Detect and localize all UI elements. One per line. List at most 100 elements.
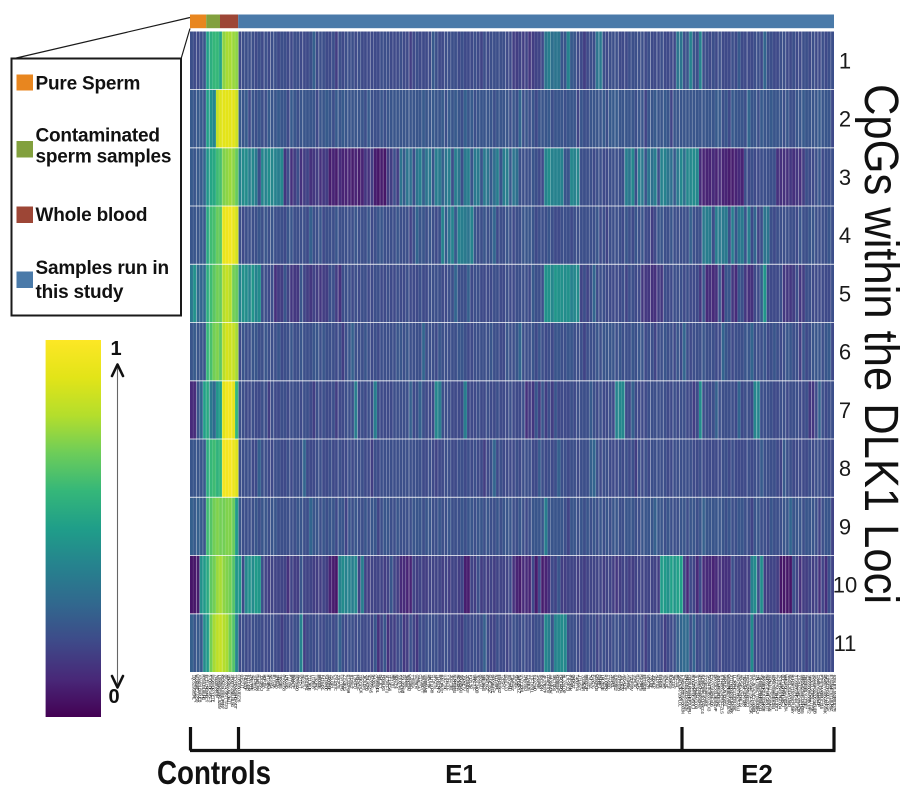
svg-text:3MS556Q8V88BC1HY2: 3MS556Q8V88BC1HY2 — [805, 675, 811, 714]
svg-text:10: 10 — [833, 573, 857, 598]
svg-text:2DIB4DGY: 2DIB4DGY — [464, 675, 470, 694]
svg-text:JSPKETV: JSPKETV — [461, 675, 467, 692]
svg-text:KSWI6GZ: KSWI6GZ — [483, 675, 489, 692]
svg-text:Whole blood: Whole blood — [36, 205, 148, 226]
svg-text:IF1HEB41CMGC6D4: IF1HEB41CMGC6D4 — [776, 675, 782, 710]
svg-text:V44CI4J: V44CI4J — [416, 675, 422, 692]
svg-text:MTYGW5F: MTYGW5F — [635, 675, 641, 692]
svg-text:QX22ZACSB7ITATO: QX22ZACSB7ITATO — [223, 675, 229, 710]
svg-text:2E5MZL: 2E5MZL — [609, 675, 615, 689]
svg-text:B46JMV47: B46JMV47 — [438, 675, 444, 694]
svg-text:FDG0LKS: FDG0LKS — [380, 675, 386, 692]
svg-text:F1ZL2W: F1ZL2W — [467, 675, 473, 689]
svg-text:7: 7 — [839, 398, 851, 423]
svg-text:RRGQZ3P: RRGQZ3P — [583, 675, 589, 692]
svg-text:DMHJ45LKCDXSN1QV: DMHJ45LKCDXSN1QV — [683, 675, 689, 712]
svg-text:this study: this study — [36, 282, 124, 303]
svg-text:LUJBU0: LUJBU0 — [309, 675, 315, 689]
svg-text:D7J32F6H: D7J32F6H — [345, 675, 351, 694]
svg-text:HLJ2XLQP: HLJ2XLQP — [561, 675, 567, 694]
svg-text:YYVDQQ: YYVDQQ — [606, 675, 612, 689]
svg-text:9: 9 — [839, 514, 851, 539]
svg-text:3CG7TBT: 3CG7TBT — [448, 675, 454, 692]
svg-text:CGD8LKB56HEP2U0MU: CGD8LKB56HEP2U0MU — [686, 675, 692, 714]
svg-text:TZEGYU: TZEGYU — [499, 675, 505, 689]
svg-text:GCEEQ2B: GCEEQ2B — [615, 675, 621, 692]
svg-text:GU9ET83Z: GU9ET83Z — [487, 675, 493, 694]
svg-text:N4302F: N4302F — [371, 675, 377, 689]
svg-text:7GGO8YMM7P: 7GGO8YMM7P — [213, 675, 219, 699]
svg-text:27FHJZZGKEXMVMZHO: 27FHJZZGKEXMVMZHO — [796, 675, 802, 714]
svg-text:E1: E1 — [445, 759, 477, 789]
svg-text:NUMMSR8U: NUMMSR8U — [451, 675, 457, 694]
svg-text:3TITKQO4XSDJWS3KK: 3TITKQO4XSDJWS3KK — [728, 675, 734, 714]
svg-text:UYZY18NL: UYZY18NL — [519, 675, 525, 694]
svg-text:6OM9789H03EHIB4: 6OM9789H03EHIB4 — [770, 675, 776, 710]
svg-text:3HN00C: 3HN00C — [403, 675, 409, 689]
svg-text:HT24BVN: HT24BVN — [264, 675, 270, 692]
svg-text:0PJ1TV: 0PJ1TV — [300, 675, 306, 689]
svg-text:0IFJNT47VEYFA0R0L: 0IFJNT47VEYFA0R0L — [751, 675, 757, 714]
svg-text:LHLQS3E: LHLQS3E — [599, 675, 605, 692]
svg-text:E8T582B: E8T582B — [641, 675, 647, 692]
svg-text:S04INJR720PLCL: S04INJR720PLCL — [677, 675, 683, 708]
svg-text:RBVY8K: RBVY8K — [425, 675, 431, 689]
svg-text:YLHTUCR0: YLHTUCR0 — [429, 675, 435, 694]
svg-text:61II49M: 61II49M — [245, 675, 251, 692]
svg-text:CpGs within the DLK1 Loci: CpGs within the DLK1 Loci — [854, 84, 907, 604]
svg-text:IIAEBJ5: IIAEBJ5 — [525, 675, 531, 692]
svg-text:Y7HATCF: Y7HATCF — [445, 675, 451, 692]
svg-text:E5H3U9G2: E5H3U9G2 — [496, 675, 502, 694]
svg-text:W9NAMSQ: W9NAMSQ — [406, 675, 412, 692]
svg-text:F4D9ZQF: F4D9ZQF — [242, 675, 248, 692]
svg-text:LM639B: LM639B — [284, 675, 290, 689]
svg-text:QA3558A5: QA3558A5 — [367, 675, 373, 694]
svg-text:OY6GU58: OY6GU58 — [280, 675, 286, 692]
svg-text:RB4BUYYUG5GNV56VK: RB4BUYYUG5GNV56VK — [821, 675, 827, 714]
svg-text:WJX28K8THBZ5J3UJ: WJX28K8THBZ5J3UJ — [734, 675, 740, 712]
svg-text:7I1JKUE: 7I1JKUE — [306, 675, 312, 692]
svg-text:67H488S2XEM3FFZLS: 67H488S2XEM3FFZLS — [718, 675, 724, 714]
svg-text:QXZLVU: QXZLVU — [477, 675, 483, 689]
svg-text:4: 4 — [839, 223, 851, 248]
svg-text:WOSQMCB: WOSQMCB — [593, 675, 599, 692]
svg-text:Y6KY9YCK: Y6KY9YCK — [358, 675, 364, 694]
svg-text:UNCLVE: UNCLVE — [664, 675, 670, 689]
svg-text:5PX2TN: 5PX2TN — [432, 675, 438, 689]
svg-text:E741NWET6T18UM0Z: E741NWET6T18UM0Z — [828, 675, 834, 712]
svg-text:5BE4HW4: 5BE4HW4 — [480, 675, 486, 692]
svg-text:98449K6DZQ5YWSUDB: 98449K6DZQ5YWSUDB — [812, 675, 818, 714]
svg-text:DWCJCT: DWCJCT — [377, 675, 383, 689]
svg-text:57QDXOEAN5F3: 57QDXOEAN5F3 — [206, 675, 212, 703]
svg-text:1A5P6R: 1A5P6R — [535, 675, 541, 689]
svg-text:GKRHJ5JN7BS08I: GKRHJ5JN7BS08I — [722, 675, 728, 708]
svg-text:UBR969JGC3WJI: UBR969JGC3WJI — [226, 675, 232, 705]
svg-text:TBZO2WFUDM7ORM: TBZO2WFUDM7ORM — [741, 675, 747, 708]
svg-text:FTW0A9PMH7GX86O3N: FTW0A9PMH7GX86O3N — [680, 675, 686, 714]
svg-text:L990GW31GKL9Z6V: L990GW31GKL9Z6V — [216, 675, 222, 710]
svg-text:JKJLD0T: JKJLD0T — [361, 675, 367, 692]
svg-text:O1SZJI: O1SZJI — [239, 675, 245, 689]
svg-text:1: 1 — [111, 338, 122, 360]
svg-text:SPFB4TK3B33IZLX3: SPFB4TK3B33IZLX3 — [706, 675, 712, 712]
svg-text:2PCIGY: 2PCIGY — [670, 675, 676, 689]
svg-text:E2: E2 — [741, 759, 773, 789]
svg-text:QHDK3Z: QHDK3Z — [570, 675, 576, 689]
svg-text:IMLYS95CTT593OBAJ: IMLYS95CTT593OBAJ — [754, 675, 760, 714]
svg-text:KHFH2XF: KHFH2XF — [355, 675, 361, 692]
svg-text:EGH5OE: EGH5OE — [657, 675, 663, 689]
svg-text:T2RJMGI: T2RJMGI — [313, 675, 319, 692]
svg-text:SMRD3A: SMRD3A — [274, 675, 280, 689]
svg-text:DQYB9RO: DQYB9RO — [293, 675, 299, 692]
svg-text:4FJ7R37F: 4FJ7R37F — [541, 675, 547, 694]
svg-text:6192YWO: 6192YWO — [532, 675, 538, 692]
svg-text:BY7CQK: BY7CQK — [271, 675, 277, 689]
svg-text:8: 8 — [839, 456, 851, 481]
svg-text:11: 11 — [834, 631, 857, 656]
svg-text:TXI27VLTBHOIJOTI: TXI27VLTBHOIJOTI — [773, 675, 779, 712]
svg-text:X3A6YLBXPUE8: X3A6YLBXPUE8 — [197, 675, 203, 703]
svg-text:P7TV5Z: P7TV5Z — [287, 675, 293, 689]
svg-text:W02BSMEBO7V0VU579: W02BSMEBO7V0VU579 — [725, 675, 731, 714]
svg-text:VVZBLM: VVZBLM — [412, 675, 418, 689]
svg-text:AY4H8W: AY4H8W — [625, 675, 631, 689]
